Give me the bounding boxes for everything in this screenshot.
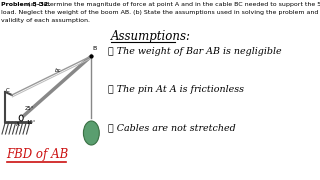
Text: C: C [6,88,10,93]
Text: load. Neglect the weight of the boom AB. (b) State the assumptions used in solvi: load. Neglect the weight of the boom AB.… [1,10,320,15]
Text: (a) Determine the magnitude of force at point A and in the cable BC needed to su: (a) Determine the magnitude of force at … [27,2,320,7]
Text: validity of each assumption.: validity of each assumption. [1,18,90,23]
Text: ② The pin At A is frictionless: ② The pin At A is frictionless [108,85,244,94]
Text: 25°: 25° [25,106,34,111]
Text: Assumptions:: Assumptions: [111,30,191,43]
Circle shape [19,115,23,121]
Circle shape [84,121,99,145]
Text: bc: bc [55,68,61,73]
Text: ① The weight of Bar AB is negligible: ① The weight of Bar AB is negligible [108,47,282,56]
Text: ③ Cables are not stretched: ③ Cables are not stretched [108,123,236,132]
Text: Problem 5-32.: Problem 5-32. [1,2,51,7]
Text: B: B [93,46,97,51]
Text: A: A [16,122,20,127]
Text: FBD of AB: FBD of AB [7,148,69,161]
Text: 10°: 10° [27,120,36,125]
